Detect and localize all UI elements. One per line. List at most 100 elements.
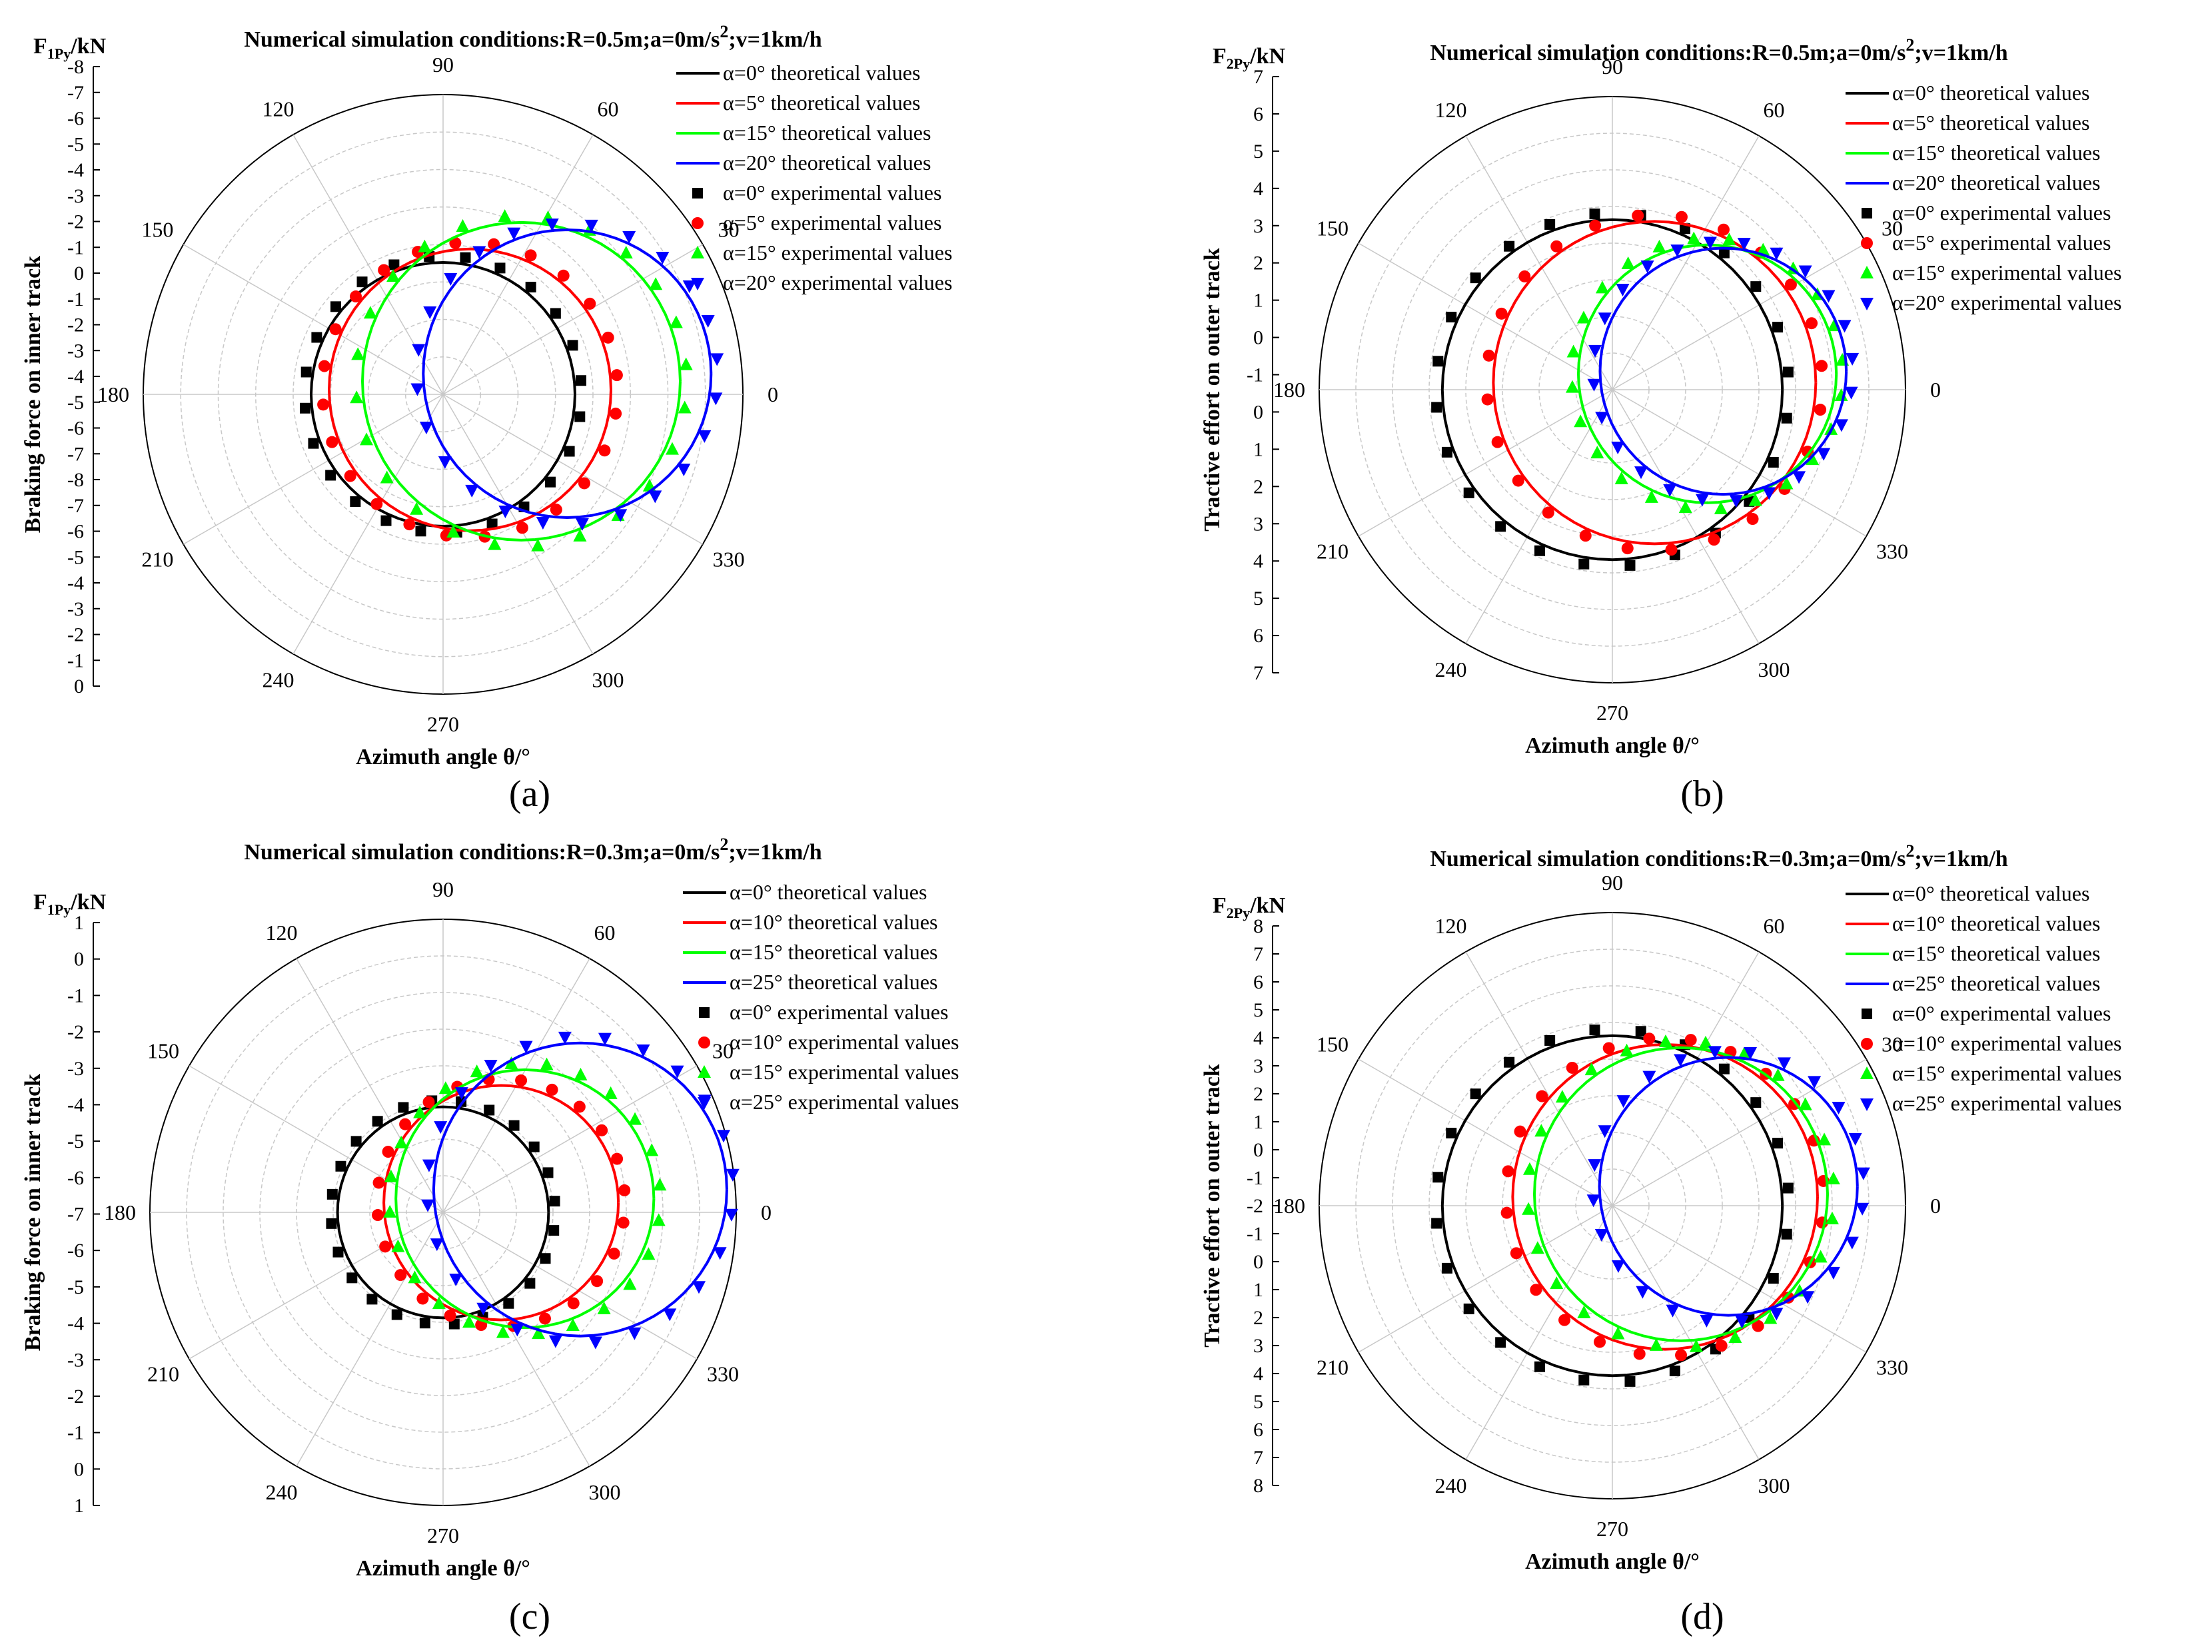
radial-axis-label: Tractive effort on outer track — [1200, 1064, 1225, 1348]
marker-triangle-down — [1792, 471, 1806, 484]
marker-triangle-down — [1586, 1194, 1600, 1208]
chart-title-sup: 2 — [720, 835, 728, 854]
tick-label: -5 — [67, 133, 84, 155]
series-0 — [1431, 1025, 1794, 1387]
marker-triangle-up — [1806, 452, 1820, 466]
marker-triangle-down — [1844, 386, 1858, 400]
legend-label: α=20° theoretical values — [723, 151, 931, 175]
marker-circle — [317, 398, 330, 411]
marker-triangle-up — [1722, 232, 1736, 246]
angle-label: 300 — [1758, 657, 1790, 681]
marker-triangle-up — [642, 1247, 656, 1260]
marker-square — [1772, 322, 1784, 333]
angle-label: 0 — [761, 1200, 772, 1224]
chart-title-tail: ;v=1km/h — [1914, 41, 2007, 65]
marker-circle — [416, 1292, 429, 1305]
marker-square — [1432, 356, 1444, 367]
marker-circle — [1814, 404, 1827, 416]
marker-triangle-down — [1822, 290, 1836, 303]
marker-triangle-down — [710, 353, 724, 366]
marker-square — [380, 515, 392, 526]
marker-circle — [1715, 1340, 1728, 1352]
y-axis-title-tail: /kN — [70, 890, 106, 915]
angle-label: 240 — [263, 668, 294, 692]
grid-spoke — [189, 1212, 444, 1360]
theoretical-curve — [394, 1068, 656, 1330]
tick-label: -5 — [67, 1130, 84, 1152]
marker-triangle-down — [1642, 1070, 1656, 1084]
legend-label: α=10° theoretical values — [730, 910, 937, 934]
marker-circle — [584, 297, 596, 310]
angle-label: 270 — [1596, 1517, 1628, 1541]
marker-circle — [1675, 210, 1688, 223]
marker-square — [1624, 1376, 1636, 1387]
marker-triangle-up — [432, 1296, 446, 1310]
grid-spoke — [1612, 1058, 1867, 1206]
marker-square — [1589, 1025, 1600, 1036]
tick-label: -4 — [67, 159, 84, 181]
marker-square — [388, 259, 400, 270]
marker-triangle-up — [1590, 446, 1604, 459]
marker-circle — [618, 1184, 631, 1196]
angle-label: 300 — [589, 1480, 621, 1504]
marker-square — [1768, 1273, 1779, 1284]
grid-spoke — [1465, 951, 1613, 1206]
marker-triangle-up — [504, 1056, 518, 1069]
legend-label: α=20° experimental values — [1892, 290, 2121, 314]
radial-axis-label: Braking force on inner track — [21, 1074, 45, 1351]
marker-triangle-down — [1611, 442, 1625, 455]
legend-label: α=0° theoretical values — [1892, 881, 2089, 905]
marker-square — [415, 526, 426, 537]
tick-label: -4 — [67, 1313, 84, 1335]
marker-circle — [1816, 360, 1828, 372]
marker-triangle-up — [1565, 380, 1579, 393]
marker-circle — [610, 369, 623, 382]
legend: α=0° theoretical values α=5° theoretical … — [1846, 81, 2121, 314]
grid-spoke — [296, 1212, 444, 1467]
marker-triangle-down — [1846, 352, 1860, 366]
tick-label: 1 — [1253, 1111, 1263, 1133]
marker-triangle-down — [1598, 1125, 1612, 1138]
panel-label: (c) — [509, 1596, 550, 1637]
marker-triangle-up — [1649, 1338, 1663, 1351]
chart-title-main: Numerical simulation conditions:R=0.3m;a… — [244, 840, 720, 865]
chart-title: Numerical simulation conditions:R=0.5m;a… — [244, 22, 822, 52]
angle-label: 60 — [594, 921, 616, 945]
marker-triangle-up — [350, 390, 364, 404]
tick-label: 7 — [1253, 1447, 1263, 1469]
marker-circle — [1491, 436, 1504, 448]
angle-label: 90 — [1602, 871, 1623, 895]
marker-triangle-down — [1616, 283, 1630, 296]
tick-label: 6 — [1253, 625, 1263, 647]
marker-square — [1470, 1088, 1481, 1100]
marker-triangle-down — [421, 1199, 435, 1212]
marker-circle — [329, 323, 342, 336]
angle-label: 210 — [147, 1362, 179, 1386]
grid-spoke — [1612, 1205, 1760, 1460]
legend-label: α=5° theoretical values — [1892, 111, 2089, 135]
angle-label: 90 — [432, 877, 454, 901]
y-axis-title-sub: 2Py — [1227, 905, 1250, 921]
marker-triangle-down — [536, 516, 550, 530]
marker-square — [1578, 1374, 1590, 1386]
marker-triangle-up — [363, 306, 377, 319]
marker-triangle-up — [566, 1318, 580, 1331]
marker-square — [1504, 240, 1515, 252]
marker-triangle-down — [1845, 1236, 1859, 1250]
grid-spoke — [1358, 389, 1613, 537]
legend-label: α=10° experimental values — [730, 1030, 959, 1054]
marker-square — [1463, 487, 1474, 498]
grid-spoke — [1358, 1058, 1613, 1206]
marker-square — [528, 1141, 540, 1152]
theoretical-curve — [1598, 246, 1848, 496]
marker-circle — [567, 1297, 580, 1310]
marker-triangle-up — [1756, 242, 1770, 256]
marker-triangle-up — [1658, 1034, 1672, 1047]
marker-triangle-up — [1614, 471, 1628, 484]
grid-spoke — [442, 394, 704, 545]
marker-circle — [1861, 237, 1873, 249]
marker-triangle-up — [488, 537, 502, 550]
marker-square — [575, 375, 586, 386]
marker-circle — [538, 1312, 551, 1325]
